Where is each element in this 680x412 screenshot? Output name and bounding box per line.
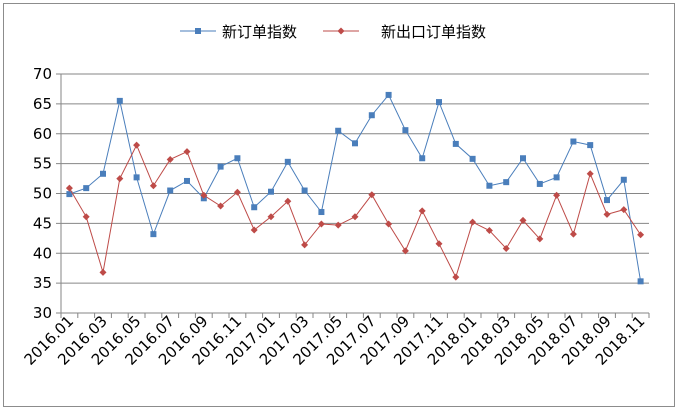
- series-1-point-2017.09: [402, 127, 409, 134]
- y-tick-label-55: 55: [33, 155, 52, 173]
- series-1: [66, 91, 644, 285]
- series-2-point-2016.11: [233, 188, 241, 196]
- series-1-point-2017.11: [436, 99, 442, 106]
- series-2-point-2016.08: [183, 148, 191, 156]
- series-1-point-2017.03: [301, 187, 308, 194]
- series-2-point-2016.06: [149, 182, 157, 190]
- series-1-point-2016.11: [234, 155, 241, 162]
- series-2-point-2017.07: [368, 191, 376, 199]
- series-1-point-2018.04: [520, 155, 526, 162]
- y-tick-label-70: 70: [33, 65, 52, 83]
- y-axis-ticks: 30 35 40 45 50 55 60 65 70: [33, 65, 52, 322]
- legend-marker: [195, 28, 201, 34]
- series-2-point-2017.03: [301, 241, 309, 249]
- series-2-point-2018.01: [469, 218, 477, 226]
- series-2-point-2018.02: [485, 227, 493, 235]
- series-2-point-2016.10: [217, 202, 225, 210]
- series-2-point-2017.12: [452, 273, 460, 281]
- series-2-point-2017.01: [267, 213, 275, 221]
- series-1-point-2017.02: [284, 158, 291, 165]
- series-1-point-2016.12: [251, 204, 258, 211]
- series-2-point-2016.02: [82, 213, 90, 221]
- legend-item-1: 新订单指数: [180, 23, 297, 41]
- series-2-point-2018.07: [569, 230, 577, 238]
- legend: 新订单指数 新出口订单指数: [180, 23, 486, 41]
- series-1-point-2018.02: [486, 182, 493, 189]
- axes: [56, 73, 650, 318]
- series-1-point-2017.04: [318, 209, 325, 216]
- series-1-point-2018.10: [620, 176, 627, 183]
- y-tick-label-30: 30: [33, 304, 52, 322]
- series-1-point-2018.09: [604, 197, 610, 204]
- series-2-point-2018.08: [586, 170, 594, 178]
- legend-marker: [337, 27, 345, 35]
- series-2-point-2017.02: [284, 197, 292, 205]
- y-tick-label-45: 45: [33, 214, 52, 232]
- y-tick-label-60: 60: [33, 125, 52, 143]
- series-2-point-2016.09: [200, 191, 208, 199]
- series-2: [65, 141, 645, 281]
- series-1-point-2018.07: [570, 138, 577, 145]
- series-1-point-2018.03: [503, 179, 510, 186]
- series-2-point-2017.10: [418, 207, 426, 215]
- series-2-point-2018.03: [502, 244, 510, 252]
- y-tick-label-50: 50: [33, 185, 52, 203]
- legend-label: 新订单指数: [222, 23, 297, 41]
- series-1-point-2016.08: [184, 177, 190, 184]
- series-2-point-2017.11: [435, 240, 443, 248]
- series-1-point-2017.07: [368, 112, 375, 119]
- series-2-point-2017.06: [351, 213, 359, 221]
- y-tick-label-35: 35: [33, 274, 52, 292]
- series-1-point-2018.01: [469, 155, 476, 162]
- series-1-point-2017.08: [385, 91, 392, 98]
- series-2-point-2018.10: [620, 206, 628, 214]
- series-2-point-2017.09: [401, 247, 409, 255]
- legend-item-2: 新出口订单指数: [323, 23, 486, 41]
- series-1-point-2018.05: [536, 180, 543, 187]
- series-2-point-2018.11: [637, 231, 645, 239]
- series-1-point-2016.05: [133, 174, 140, 181]
- series-1-point-2016.01: [66, 191, 73, 198]
- series-1-point-2016.04: [116, 97, 123, 104]
- y-tick-label-65: 65: [33, 95, 52, 113]
- series-2-point-2017.05: [334, 221, 342, 229]
- series-1-point-2016.10: [217, 163, 224, 170]
- legend-label: 新出口订单指数: [381, 23, 486, 41]
- series-1-point-2017.10: [419, 155, 426, 162]
- series-1-point-2016.03: [100, 170, 106, 177]
- series-2-point-2016.05: [133, 141, 141, 149]
- series-2-point-2018.09: [603, 210, 611, 218]
- series-2-point-2016.03: [99, 268, 107, 276]
- y-tick-label-40: 40: [33, 244, 52, 262]
- gridlines: [61, 73, 649, 314]
- series-2-point-2016.04: [116, 175, 124, 183]
- series-2-point-2017.08: [385, 220, 393, 228]
- series-group: [65, 91, 645, 285]
- series-2-point-2017.04: [317, 220, 325, 228]
- series-1-point-2018.11: [637, 278, 644, 285]
- series-2-point-2016.07: [166, 155, 174, 163]
- series-2-point-2016.01: [65, 184, 73, 192]
- series-2-point-2018.04: [519, 216, 527, 224]
- series-1-point-2017.05: [335, 127, 342, 134]
- series-1-point-2017.01: [268, 188, 274, 195]
- series-2-point-2016.12: [250, 226, 258, 234]
- series-1-point-2016.02: [83, 185, 90, 192]
- series-1-point-2018.06: [553, 174, 560, 181]
- series-1-point-2017.06: [352, 140, 358, 147]
- series-1-point-2017.12: [452, 140, 459, 147]
- x-axis-ticks: 2016.012016.032016.052016.072016.092016.…: [21, 312, 649, 369]
- series-2-point-2018.06: [553, 191, 561, 199]
- series-1-point-2018.08: [587, 142, 594, 149]
- series-2-point-2018.05: [536, 235, 544, 243]
- series-2-line: [68, 143, 642, 279]
- series-1-point-2016.07: [167, 187, 174, 194]
- series-1-point-2016.06: [150, 231, 157, 238]
